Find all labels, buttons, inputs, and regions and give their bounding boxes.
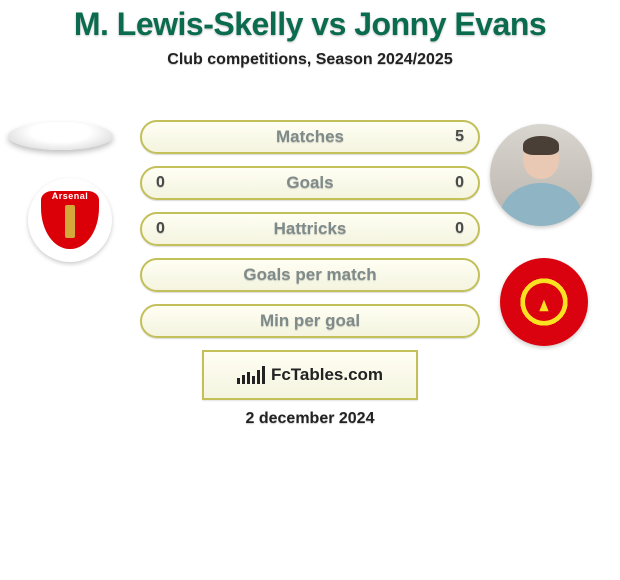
comparison-subtitle: Club competitions, Season 2024/2025	[0, 51, 620, 69]
bar-chart-icon	[237, 366, 265, 384]
stat-pill-hattricks: 0 Hattricks 0	[140, 212, 480, 246]
crest-label: Arsenal	[28, 191, 112, 201]
stat-pill-matches: Matches 5	[140, 120, 480, 154]
comparison-title: M. Lewis-Skelly vs Jonny Evans	[0, 0, 620, 43]
stat-pill-goals: 0 Goals 0	[140, 166, 480, 200]
stat-pill-min-per-goal: Min per goal	[140, 304, 480, 338]
stat-label: Hattricks	[142, 219, 478, 239]
club-crest-right	[500, 258, 588, 346]
stat-value-right: 0	[455, 174, 464, 192]
source-logo-text: FcTables.com	[271, 365, 383, 385]
stat-value-left: 0	[156, 220, 165, 238]
crest-inner-icon	[525, 283, 564, 322]
stat-pill-goals-per-match: Goals per match	[140, 258, 480, 292]
stat-value-right: 0	[455, 220, 464, 238]
stat-value-right: 5	[455, 128, 464, 146]
comparison-date: 2 december 2024	[0, 410, 620, 428]
source-logo: FcTables.com	[202, 350, 418, 400]
player-left-avatar	[8, 122, 113, 150]
stat-label: Matches	[142, 127, 478, 147]
player-right-avatar	[490, 124, 592, 226]
stat-label: Goals per match	[142, 265, 478, 285]
avatar-hair	[523, 136, 560, 154]
club-crest-left: Arsenal	[28, 178, 112, 262]
avatar-shoulders	[500, 183, 582, 226]
stat-label: Goals	[142, 173, 478, 193]
stat-label: Min per goal	[142, 311, 478, 331]
stat-value-left: 0	[156, 174, 165, 192]
